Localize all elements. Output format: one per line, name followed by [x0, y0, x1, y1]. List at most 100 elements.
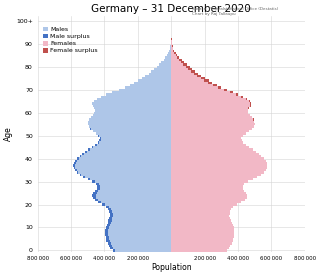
Bar [85, 176, 171, 178]
Bar [97, 185, 100, 187]
Bar [113, 215, 171, 217]
Bar [171, 45, 172, 47]
Bar [171, 118, 253, 121]
Bar [161, 61, 171, 63]
Bar [110, 213, 113, 215]
Bar [241, 95, 243, 98]
Bar [170, 47, 171, 50]
Bar [111, 242, 171, 245]
Bar [171, 217, 230, 219]
Bar [94, 107, 171, 109]
Bar [99, 134, 100, 137]
Bar [119, 89, 171, 91]
Bar [109, 235, 171, 238]
Bar [171, 224, 233, 226]
Bar [171, 91, 230, 93]
Bar [171, 139, 242, 141]
Bar [92, 102, 171, 105]
Bar [85, 151, 87, 153]
Bar [171, 210, 230, 213]
Bar [98, 201, 101, 203]
Bar [109, 238, 171, 240]
Bar [171, 178, 252, 181]
Bar [171, 93, 236, 95]
Bar [110, 224, 171, 226]
Bar [171, 137, 241, 139]
Bar [77, 158, 79, 160]
Bar [171, 169, 266, 171]
Bar [112, 217, 171, 219]
Bar [171, 199, 245, 201]
Bar [105, 231, 108, 233]
Bar [116, 249, 171, 252]
Bar [171, 89, 224, 91]
Bar [108, 208, 111, 210]
Bar [171, 141, 243, 144]
Bar [89, 118, 171, 121]
Bar [171, 40, 172, 43]
Bar [171, 155, 261, 158]
Bar [171, 84, 212, 86]
Bar [171, 190, 244, 192]
Bar [90, 128, 91, 130]
Bar [88, 148, 90, 151]
Bar [108, 231, 171, 233]
Bar [88, 121, 171, 123]
Bar [168, 52, 171, 54]
Bar [171, 82, 208, 84]
Bar [74, 162, 76, 164]
Bar [171, 153, 259, 155]
Bar [100, 185, 171, 187]
Bar [171, 160, 266, 162]
Bar [125, 86, 171, 89]
Bar [218, 86, 221, 89]
Bar [156, 66, 171, 68]
Bar [130, 84, 171, 86]
Y-axis label: Age: Age [4, 127, 13, 141]
Bar [94, 100, 171, 102]
Bar [171, 176, 257, 178]
Bar [105, 229, 108, 231]
Bar [106, 235, 109, 238]
Bar [171, 238, 233, 240]
Bar [171, 242, 232, 245]
Bar [100, 187, 171, 190]
Bar [171, 68, 188, 70]
Bar [183, 63, 187, 66]
Bar [91, 116, 171, 118]
Bar [79, 158, 171, 160]
Bar [100, 141, 171, 144]
Bar [84, 153, 171, 155]
Bar [90, 148, 171, 151]
Bar [171, 134, 243, 137]
Bar [171, 79, 204, 82]
Bar [87, 151, 171, 153]
Bar [171, 128, 252, 130]
Bar [171, 130, 249, 132]
Bar [92, 194, 96, 197]
Bar [171, 144, 246, 146]
Bar [171, 213, 230, 215]
Text: Source: Federalstatistical Office (Destatis)
Chart by Raj Tallaupu: Source: Federalstatistical Office (Desta… [192, 7, 278, 15]
Bar [95, 199, 98, 201]
Bar [94, 112, 171, 114]
Bar [171, 52, 174, 54]
Bar [78, 171, 171, 174]
Bar [110, 215, 113, 217]
Bar [171, 181, 248, 183]
Bar [109, 245, 112, 247]
Bar [159, 63, 171, 66]
Bar [171, 162, 267, 164]
Bar [181, 61, 184, 63]
Bar [84, 176, 85, 178]
Bar [75, 169, 76, 171]
Bar [96, 183, 99, 185]
Bar [171, 192, 246, 194]
Bar [171, 146, 249, 148]
Bar [171, 185, 243, 187]
Bar [249, 100, 250, 102]
X-axis label: Population: Population [151, 263, 192, 272]
Bar [171, 231, 234, 233]
Bar [171, 73, 194, 75]
Bar [171, 233, 234, 235]
